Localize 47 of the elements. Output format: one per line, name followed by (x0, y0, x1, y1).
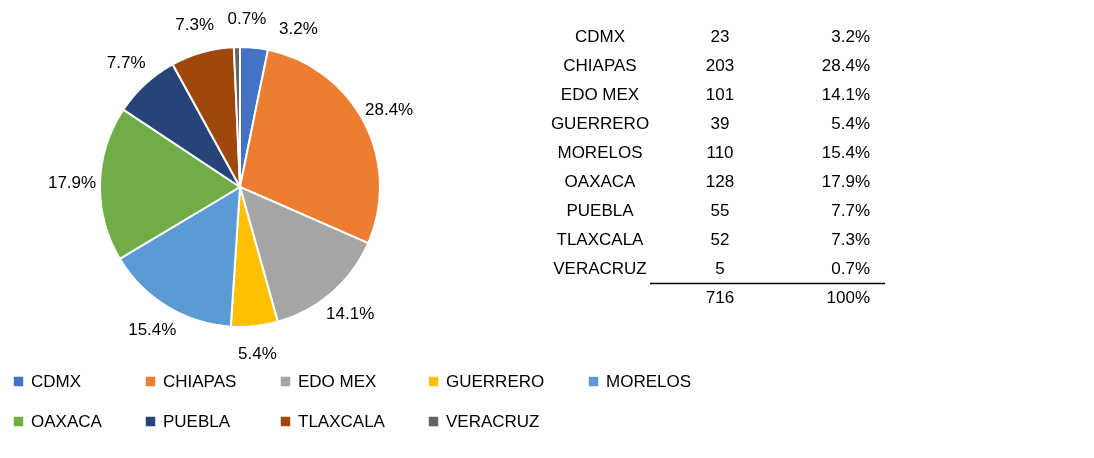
legend-label: MORELOS (606, 371, 692, 391)
category-label: EDO MEX (560, 84, 640, 104)
text: 7.7% (831, 200, 870, 220)
data-label: 17.9% (47, 173, 97, 193)
legend-label: TLAXCALA (298, 411, 386, 431)
legend-label: CHIAPAS (163, 371, 237, 391)
category-label: TLAXCALA (556, 229, 644, 249)
legend-label: GUERRERO (446, 371, 545, 391)
data-label: 7.7% (106, 53, 146, 73)
legend-label: CDMX (31, 371, 82, 391)
text: 110 (706, 142, 734, 162)
text: 5 (715, 258, 725, 278)
text: 203 (705, 55, 735, 75)
category-label: GUERRERO (550, 113, 650, 133)
data-label: 3.2% (279, 19, 318, 39)
legend-label: VERACRUZ (446, 411, 540, 431)
data-label: 7.3% (175, 15, 215, 35)
text: 128 (705, 171, 735, 191)
text: 716 (705, 287, 735, 307)
text: 5.4% (831, 113, 870, 133)
text: 28.4% (821, 55, 870, 75)
text: 100% (826, 287, 870, 307)
text: 55 (710, 200, 730, 220)
data-label: 5.4% (237, 344, 277, 364)
text: 39 (710, 113, 730, 133)
text: 23 (710, 26, 730, 46)
text: 101 (705, 84, 735, 104)
text: 7.3% (831, 229, 870, 249)
text: 14.1% (821, 84, 870, 104)
data-label: 14.1% (326, 303, 375, 323)
data-label: 0.7% (227, 9, 267, 29)
legend-label: EDO MEX (298, 371, 377, 391)
category-label: CHIAPAS (563, 55, 637, 75)
text: 0.7% (831, 258, 870, 278)
legend-label: OAXACA (31, 411, 103, 431)
data-label: 15.4% (128, 320, 177, 340)
category-label: VERACRUZ (553, 258, 647, 278)
category-label: MORELOS (557, 142, 643, 162)
text: 52 (710, 229, 730, 249)
data-label: 28.4% (365, 99, 414, 119)
legend-label: PUEBLA (163, 411, 231, 431)
text: 15.4% (821, 142, 870, 162)
text: 3.2% (831, 26, 870, 46)
text: 17.9% (821, 171, 870, 191)
category-label: OAXACA (564, 171, 636, 191)
category-label: CDMX (574, 26, 626, 46)
category-label: PUEBLA (566, 200, 634, 220)
